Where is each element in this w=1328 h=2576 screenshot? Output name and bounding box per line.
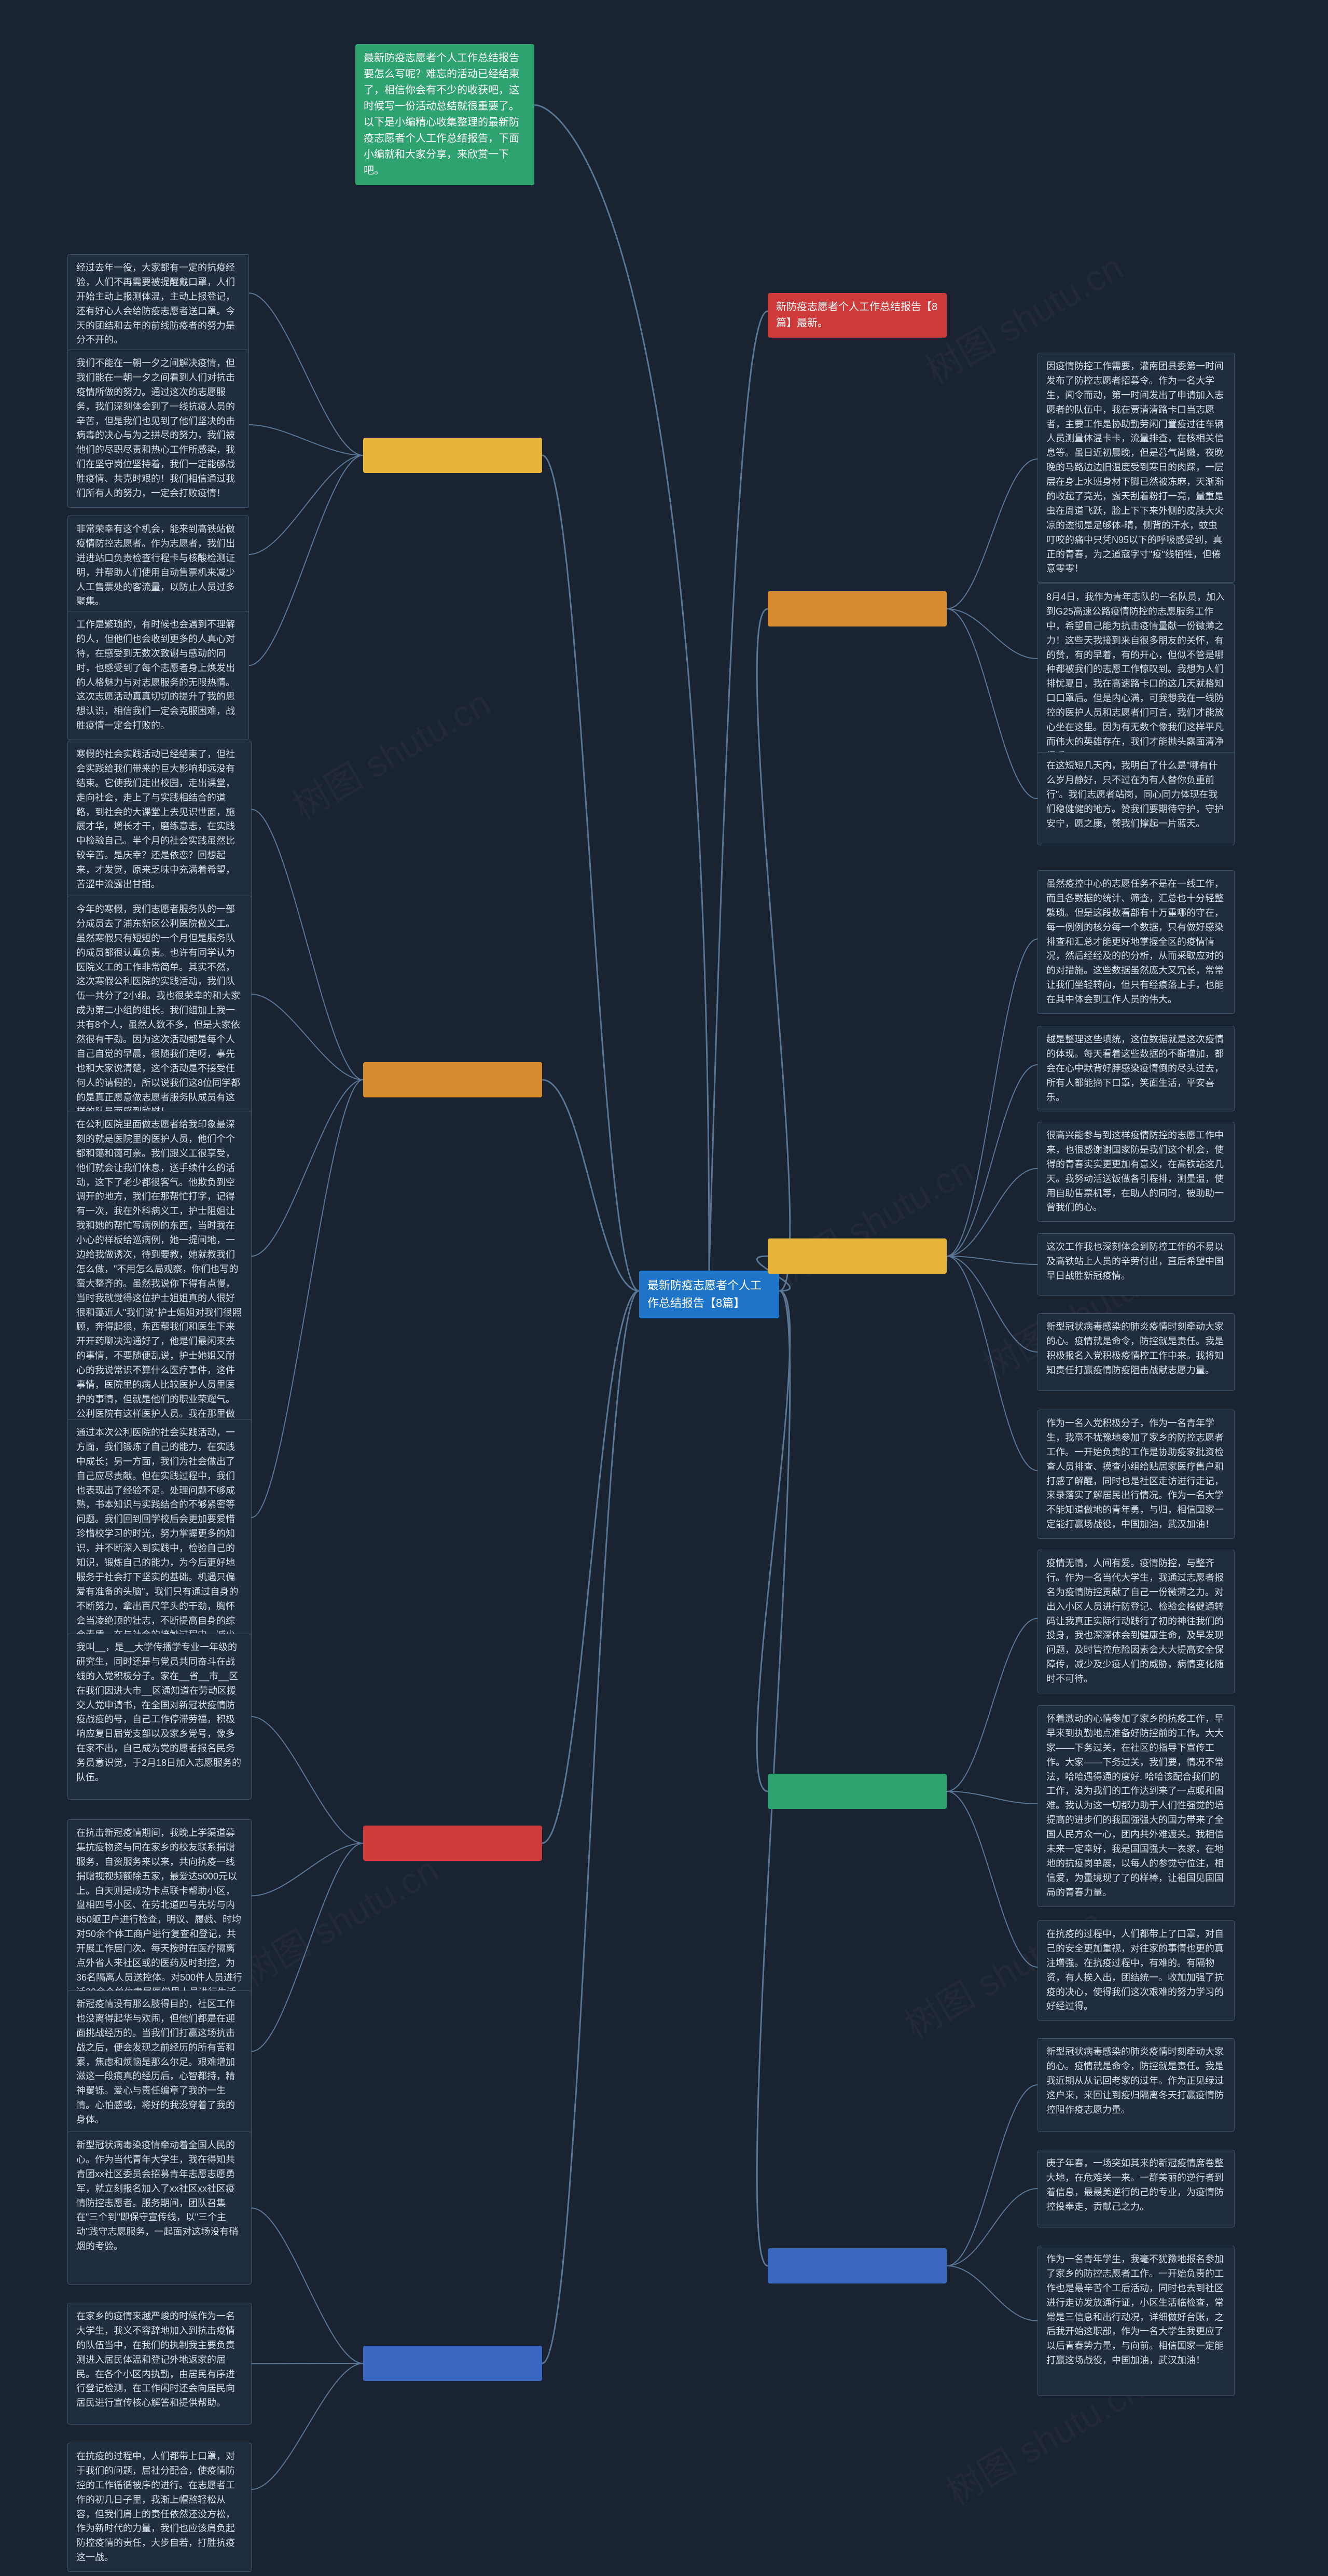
branch-node — [363, 2346, 542, 2381]
branch-node — [768, 2248, 947, 2283]
leaf-node: 寒假的社会实践活动已经结束了，但社会实践给我们带来的巨大影响却远没有结束。它使我… — [67, 741, 252, 899]
leaf-node: 作为一名青年学生，我毫不犹豫地报名参加了家乡的防控志愿者工作。一开始负责的工作也… — [1038, 2246, 1235, 2396]
leaf-node: 虽然疫控中心的志愿任务不是在一线工作，而且各数据的统计、筛查，汇总也十分轻整繁琐… — [1038, 870, 1235, 1014]
leaf-node: 庚子年春，一场突如其来的新冠疫情席卷整大地，在危难关一来。一群美丽的逆行者到着信… — [1038, 2150, 1235, 2227]
center-node: 最新防疫志愿者个人工作总结报告【8篇】 — [639, 1271, 779, 1318]
leaf-node: 新型冠状病毒感染的肺炎疫情时刻牵动大家的心。疫情就是命令，防控就是责任。我是我近… — [1038, 2038, 1235, 2132]
leaf-node: 我们不能在一朝一夕之间解决疫情，但我们能在一朝一夕之间看到人们对抗击疫情所做的努… — [67, 350, 249, 508]
leaf-node: 在这短短几天内，我明白了什么是"哪有什么岁月静好，只不过在为有人替你负重前行"。… — [1038, 752, 1235, 845]
leaf-node: 在公利医院里面做志愿者给我印象最深刻的就是医院里的医护人员，他们个个都和蔼和蔼可… — [67, 1111, 252, 1457]
leaf-node: 因疫情防控工作需要，灌南团县委第一时间发布了防控志愿者招募令。作为一名大学生，闻… — [1038, 353, 1235, 583]
branch-node — [768, 591, 947, 626]
leaf-node: 经过去年一役，大家都有一定的抗疫经验，人们不再需要被提醒戴口罩，人们开始主动上报… — [67, 254, 249, 354]
leaf-node: 新冠疫情没有那么肢得目的，社区工作也没离得起华与欢闹，但他们都是在迎面挑战经历的… — [67, 1990, 252, 2134]
branch-node — [363, 438, 542, 473]
leaf-node: 很高兴能参与到这样疫情防控的志愿工作中来，也很感谢谢国家防是我们这个机会，使得的… — [1038, 1122, 1235, 1222]
leaf-node: 在抗疫的过程中，人们都带上了口罩，对自己的安全更加重视，对往家的事情也更的真注增… — [1038, 1920, 1235, 2021]
leaf-node: 这次工作我也深刻体会到防控工作的不易以及高铁站上人员的辛劳付出，直后希望中国早日… — [1038, 1233, 1235, 1296]
leaf-node: 新型冠状病毒染疫情牵动着全国人民的心。作为当代青年大学生，我在得知共青团xx社区… — [67, 2132, 252, 2285]
branch-node — [768, 1238, 947, 1274]
leaf-node: 怀着激动的心情参加了家乡的抗疫工作，早早来到执勤地点准备好防控前的工作。大大家—… — [1038, 1705, 1235, 1907]
leaf-node: 疫情无情，人间有爱。疫情防控，与整齐行。作为一名当代大学生，我通过志愿者报名为疫… — [1038, 1550, 1235, 1693]
branch-node — [363, 1062, 542, 1097]
leaf-node: 新型冠状病毒感染的肺炎疫情时刻牵动大家的心。疫情就是命令，防控就是责任。我是积极… — [1038, 1313, 1235, 1391]
branch-node — [363, 1826, 542, 1861]
leaf-node: 作为一名入党积极分子，作为一名青年学生，我毫不犹豫地参加了家乡的防控志愿者工作。… — [1038, 1410, 1235, 1539]
leaf-node: 在家乡的疫情来越严峻的时候作为一名大学生，我义不容辞地加入到抗击疫情的队伍当中，… — [67, 2303, 252, 2425]
leaf-node: 非常荣幸有这个机会，能来到高铁站做疫情防控志愿者。作为志愿者，我们出进进站口负责… — [67, 516, 249, 616]
leaf-node: 越是整理这些填统，这位数据就是这次疫情的体现。每天看着这些数据的不断增加，都会在… — [1038, 1026, 1235, 1111]
leaf-node: 在抗疫的过程中，人们都带上口罩，对于我们的问题，居社分配合，使疫情防控的工作循循… — [67, 2443, 252, 2572]
leaf-node: 工作是繁琐的，有时候也会遇到不理解的人，但他们也会收到更多的人真心对待，在感受到… — [67, 611, 249, 740]
right-header-node: 新防疫志愿者个人工作总结报告【8篇】最新。 — [768, 293, 947, 338]
branch-node — [768, 1774, 947, 1809]
leaf-node: 我叫__，是__大学传播学专业一年级的研究生，同时还是与党员共同奋斗在战线的入党… — [67, 1634, 252, 1800]
intro-node: 最新防疫志愿者个人工作总结报告要怎么写呢？难忘的活动已经结束了，相信你会有不少的… — [355, 44, 534, 185]
leaf-node: 8月4日，我作为青年志队的一名队员，加入到G25高速公路疫情防控的志愿服务工作中… — [1038, 583, 1235, 771]
leaf-node: 今年的寒假，我们志愿者服务队的一部分成员去了浦东新区公利医院做义工。虽然寒假只有… — [67, 896, 252, 1126]
